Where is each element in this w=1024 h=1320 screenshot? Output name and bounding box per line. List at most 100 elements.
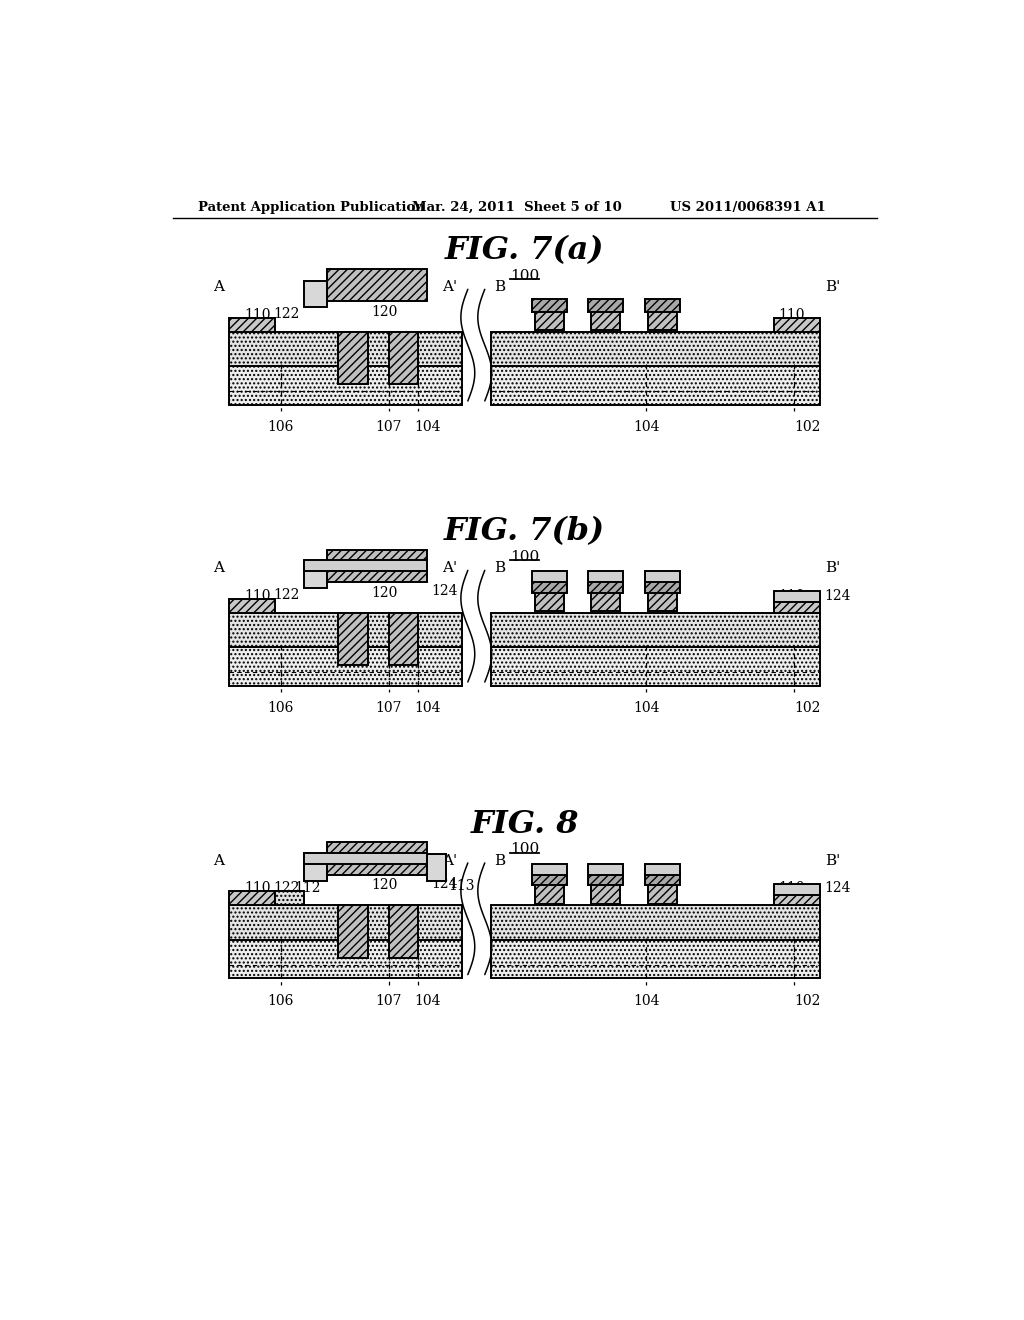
- Bar: [588, 300, 624, 312]
- Bar: [388, 331, 418, 384]
- Bar: [304, 562, 327, 589]
- Bar: [535, 884, 564, 904]
- Bar: [774, 884, 820, 895]
- Text: 110: 110: [245, 308, 271, 322]
- Bar: [535, 310, 564, 330]
- Text: 110: 110: [778, 589, 805, 603]
- Text: 100: 100: [510, 549, 540, 564]
- Text: 110: 110: [245, 882, 271, 895]
- Text: 122: 122: [272, 308, 299, 321]
- Text: B: B: [494, 561, 505, 576]
- Text: 106: 106: [267, 701, 294, 715]
- Bar: [339, 612, 368, 665]
- Text: 120: 120: [372, 586, 398, 599]
- Text: 107: 107: [375, 701, 401, 715]
- Text: A: A: [213, 280, 224, 294]
- Text: A: A: [213, 561, 224, 576]
- Text: 120: 120: [372, 305, 398, 318]
- Bar: [339, 331, 368, 384]
- Bar: [591, 884, 621, 904]
- Bar: [327, 549, 427, 582]
- Bar: [774, 891, 820, 906]
- Text: 106: 106: [267, 994, 294, 1008]
- Bar: [427, 854, 446, 880]
- Text: 110: 110: [245, 589, 271, 603]
- Bar: [490, 367, 820, 405]
- Bar: [591, 310, 621, 330]
- Bar: [774, 318, 820, 331]
- Text: 102: 102: [795, 701, 820, 715]
- Bar: [645, 863, 680, 875]
- Text: B': B': [825, 854, 841, 867]
- Text: 104: 104: [633, 420, 659, 434]
- Text: FIG. 8: FIG. 8: [471, 809, 579, 840]
- Text: 104: 104: [633, 994, 659, 1008]
- Bar: [388, 612, 418, 665]
- Text: A': A': [442, 280, 457, 294]
- Text: 104: 104: [414, 701, 440, 715]
- Text: 124: 124: [824, 589, 851, 603]
- Bar: [645, 873, 680, 886]
- Text: 122: 122: [272, 880, 299, 895]
- Bar: [490, 940, 820, 978]
- Bar: [304, 281, 327, 308]
- Text: B': B': [825, 280, 841, 294]
- Bar: [490, 331, 820, 367]
- Bar: [645, 572, 680, 582]
- Text: A': A': [442, 561, 457, 576]
- Text: 107: 107: [375, 420, 401, 434]
- Bar: [229, 612, 462, 647]
- Bar: [339, 906, 368, 958]
- Text: B': B': [825, 561, 841, 576]
- Text: 100: 100: [510, 842, 540, 857]
- Text: 122: 122: [593, 878, 618, 892]
- Bar: [648, 591, 677, 611]
- Bar: [535, 591, 564, 611]
- Bar: [229, 318, 275, 331]
- Text: 110: 110: [778, 882, 805, 895]
- Bar: [327, 268, 427, 301]
- Bar: [531, 873, 567, 886]
- Text: 113: 113: [449, 879, 475, 894]
- Text: 100: 100: [510, 268, 540, 282]
- Text: FIG. 7(a): FIG. 7(a): [445, 235, 604, 267]
- Bar: [490, 906, 820, 940]
- Bar: [229, 367, 462, 405]
- Bar: [304, 853, 427, 863]
- Text: 104: 104: [414, 420, 440, 434]
- Bar: [648, 884, 677, 904]
- Bar: [588, 873, 624, 886]
- Bar: [588, 572, 624, 582]
- Text: 102: 102: [795, 420, 820, 434]
- Text: 120: 120: [537, 305, 562, 318]
- Text: Mar. 24, 2011  Sheet 5 of 10: Mar. 24, 2011 Sheet 5 of 10: [412, 201, 622, 214]
- Text: A: A: [213, 854, 224, 867]
- Bar: [388, 906, 418, 958]
- Text: 122: 122: [593, 305, 618, 318]
- Bar: [531, 572, 567, 582]
- Text: 104: 104: [633, 701, 659, 715]
- Bar: [229, 331, 462, 367]
- Bar: [531, 863, 567, 875]
- Text: US 2011/0068391 A1: US 2011/0068391 A1: [670, 201, 825, 214]
- Bar: [304, 854, 327, 880]
- Text: 104: 104: [414, 994, 440, 1008]
- Bar: [304, 561, 427, 572]
- Text: 124: 124: [431, 585, 458, 598]
- Text: 106: 106: [267, 420, 294, 434]
- Text: 120: 120: [537, 878, 562, 892]
- Bar: [229, 940, 462, 978]
- Text: 120: 120: [372, 878, 398, 892]
- Text: FIG. 7(b): FIG. 7(b): [444, 516, 605, 548]
- Bar: [774, 599, 820, 612]
- Text: 110: 110: [778, 308, 805, 322]
- Text: 122: 122: [593, 586, 618, 599]
- Bar: [588, 581, 624, 593]
- Text: 124: 124: [431, 876, 458, 891]
- Bar: [327, 842, 427, 875]
- Text: 124: 124: [824, 882, 851, 895]
- Bar: [229, 647, 462, 686]
- Bar: [648, 310, 677, 330]
- Bar: [531, 300, 567, 312]
- Text: B: B: [494, 280, 505, 294]
